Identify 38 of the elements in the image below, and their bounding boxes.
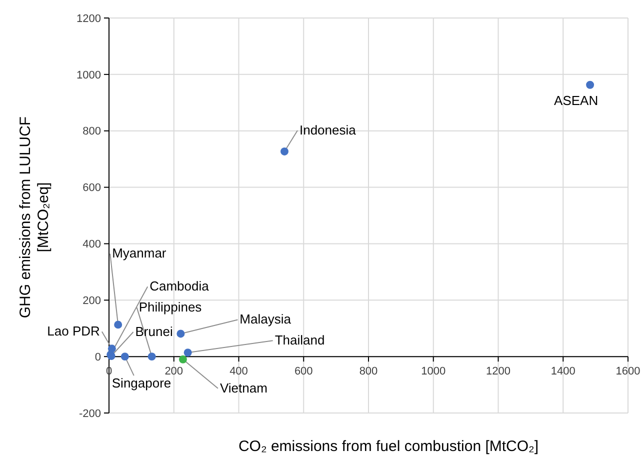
annotation: ASEAN xyxy=(554,92,598,108)
annotation: Thailand xyxy=(274,332,325,348)
annotation: Philippines xyxy=(138,300,202,315)
y-tick-label: 400 xyxy=(82,238,101,251)
y-tick-label: 800 xyxy=(82,126,101,138)
y-tick-label: -200 xyxy=(78,408,101,420)
annotation: Indonesia xyxy=(299,122,357,138)
point xyxy=(148,352,156,361)
annotation: Malaysia xyxy=(240,312,292,327)
point xyxy=(178,355,187,364)
annotation: Vietnam xyxy=(220,380,268,396)
y-tick-label: 1000 xyxy=(76,69,101,82)
point xyxy=(120,352,129,361)
annotation: Cambodia xyxy=(150,278,210,294)
annotation: Lao PDR xyxy=(47,324,100,339)
y-tick-label: 200 xyxy=(82,294,101,307)
x-tick-label: 800 xyxy=(359,366,378,378)
point xyxy=(108,344,116,353)
point xyxy=(586,80,594,89)
y-axis-title: GHG emissions from LULUCF [MtCO₂eq] xyxy=(17,116,52,318)
y-tick-label: 1200 xyxy=(76,12,101,25)
y-tick-label: 600 xyxy=(82,182,101,194)
annotation: Myanmar xyxy=(112,246,167,261)
x-tick-label: 1400 xyxy=(550,366,576,378)
x-tick-label: 200 xyxy=(164,366,184,378)
x-axis-title: CO₂ emissions from fuel combustion [MtCO₂] xyxy=(238,438,539,455)
point xyxy=(184,348,192,357)
annotation: Singapore xyxy=(112,376,172,391)
x-tick-label: 600 xyxy=(294,366,313,378)
x-tick-label: 1600 xyxy=(616,366,640,378)
x-tick-label: 1000 xyxy=(421,366,446,378)
point xyxy=(176,330,185,338)
annotation: Brunei xyxy=(135,324,173,340)
point xyxy=(280,147,288,156)
y-tick-label: 0 xyxy=(94,351,101,364)
x-tick-label: 1200 xyxy=(486,366,510,378)
point xyxy=(114,320,122,329)
x-tick-label: 400 xyxy=(230,366,248,378)
